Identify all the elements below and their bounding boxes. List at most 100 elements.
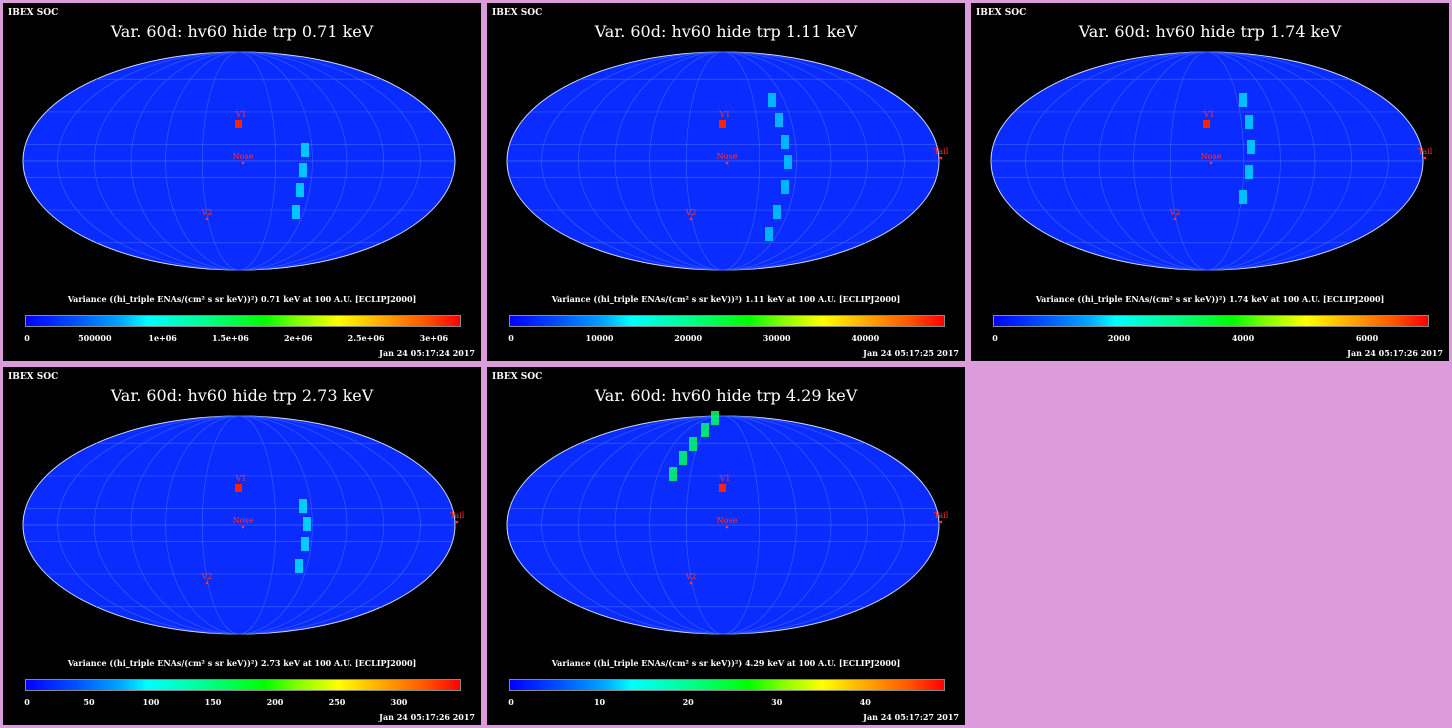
panel-header: IBEX SOC: [492, 372, 543, 382]
marker-label: V1: [719, 110, 731, 119]
colorbar-label: Variance ((hi_triple ENAs/(cm² s sr keV)…: [1035, 294, 1385, 304]
marker-label: V1: [235, 474, 247, 483]
colorbar: [509, 315, 945, 327]
panel-title: Var. 60d: hv60 hide trp 2.73 keV: [110, 386, 374, 405]
hotspot-pixel: [775, 113, 783, 127]
marker-dot: [1209, 161, 1213, 165]
marker-dot: [205, 217, 209, 221]
marker-dot: [725, 525, 729, 529]
skymap: V1 Nose V2 Tail: [990, 51, 1433, 271]
hotspot-pixel: [235, 120, 242, 128]
hotspot-pixel: [781, 135, 789, 149]
colorbar: [993, 315, 1429, 327]
panel-header: IBEX SOC: [8, 8, 59, 18]
marker-label: V2: [685, 208, 697, 217]
colorbar-tick-label: 1e+06: [148, 333, 177, 343]
colorbar-tick-label: 6000: [1355, 333, 1379, 343]
panel-title: Var. 60d: hv60 hide trp 0.71 keV: [110, 22, 374, 41]
colorbar-tick-label: 300: [390, 697, 408, 707]
colorbar: [25, 315, 461, 327]
panel-title: Var. 60d: hv60 hide trp 1.74 keV: [1078, 22, 1342, 41]
colorbar-label: Variance ((hi_triple ENAs/(cm² s sr keV)…: [67, 658, 417, 668]
marker-dot: [939, 156, 943, 160]
hotspot-pixel: [719, 120, 726, 128]
colorbar-tick-label: 0: [24, 697, 30, 707]
timestamp: Jan 24 05:17:27 2017: [863, 712, 959, 722]
panel-title: Var. 60d: hv60 hide trp 1.11 keV: [594, 22, 858, 41]
hotspot-pixel: [701, 423, 709, 437]
colorbar-tick-label: 250: [328, 697, 346, 707]
colorbar-tick-label: 20000: [674, 333, 703, 343]
marker-dot: [1423, 156, 1427, 160]
skymap: V1 Nose V2 Tail: [22, 415, 465, 635]
hotspot-pixel: [1203, 120, 1210, 128]
hotspot-pixel: [295, 559, 303, 573]
skymap: V1 Nose V2 Tail: [506, 51, 949, 271]
colorbar-tick-label: 3e+06: [419, 333, 449, 343]
timestamp: Jan 24 05:17:25 2017: [863, 348, 959, 358]
colorbar-tick-label: 0: [508, 697, 514, 707]
panel-header: IBEX SOC: [976, 8, 1027, 18]
hotspot-pixel: [292, 205, 300, 219]
timestamp: Jan 24 05:17:26 2017: [379, 712, 475, 722]
hotspot-pixel: [669, 467, 677, 481]
colorbar-tick-label: 30000: [762, 333, 791, 343]
marker-dot: [689, 217, 693, 221]
marker-label: Nose: [233, 516, 254, 525]
hotspot-pixel: [301, 143, 309, 157]
marker-dot: [241, 525, 245, 529]
colorbar-tick-label: 30: [771, 697, 783, 707]
hotspot-pixel: [1239, 190, 1247, 204]
marker-label: Nose: [233, 152, 254, 161]
colorbar-tick-label: 2000: [1107, 333, 1131, 343]
hotspot-pixel: [301, 537, 309, 551]
marker-label: Nose: [717, 516, 738, 525]
hotspot-pixel: [773, 205, 781, 219]
marker-dot: [205, 581, 209, 585]
colorbar-tick-label: 50: [83, 697, 95, 707]
marker-label: V1: [235, 110, 247, 119]
hotspot-pixel: [768, 93, 776, 107]
colorbar-tick-label: 2e+06: [284, 333, 313, 343]
hotspot-pixel: [689, 437, 697, 451]
colorbar-tick-label: 4000: [1231, 333, 1255, 343]
timestamp: Jan 24 05:17:26 2017: [1347, 348, 1443, 358]
skymap-panel: IBEX SOC Var. 60d: hv60 hide trp 4.29 ke…: [487, 367, 965, 725]
colorbar-tick-label: 2.5e+06: [347, 333, 385, 343]
hotspot-pixel: [299, 499, 307, 513]
colorbar-tick-label: 20: [682, 697, 694, 707]
colorbar-tick-label: 200: [266, 697, 284, 707]
colorbar: [25, 679, 461, 691]
colorbar-tick-label: 500000: [78, 333, 112, 343]
colorbar: [509, 679, 945, 691]
skymap-panel: IBEX SOC Var. 60d: hv60 hide trp 2.73 ke…: [3, 367, 481, 725]
panel-header: IBEX SOC: [492, 8, 543, 18]
marker-label: Tail: [934, 147, 949, 156]
marker-label: V2: [685, 572, 697, 581]
marker-dot: [725, 161, 729, 165]
hotspot-pixel: [1245, 115, 1253, 129]
colorbar-tick-label: 10000: [585, 333, 614, 343]
colorbar-tick-label: 40000: [851, 333, 880, 343]
hotspot-pixel: [719, 484, 726, 492]
hotspot-pixel: [299, 163, 307, 177]
marker-label: Tail: [1418, 147, 1433, 156]
hotspot-pixel: [235, 484, 242, 492]
colorbar-label: Variance ((hi_triple ENAs/(cm² s sr keV)…: [551, 294, 901, 304]
marker-label: Tail: [450, 511, 465, 520]
colorbar-tick-label: 1.5e+06: [212, 333, 249, 343]
skymap-panel: IBEX SOC Var. 60d: hv60 hide trp 1.74 ke…: [971, 3, 1449, 361]
marker-label: V1: [719, 474, 731, 483]
marker-label: Tail: [934, 511, 949, 520]
hotspot-pixel: [1245, 165, 1253, 179]
panel-header: IBEX SOC: [8, 372, 59, 382]
marker-dot: [241, 161, 245, 165]
marker-label: Nose: [717, 152, 738, 161]
colorbar-label: Variance ((hi_triple ENAs/(cm² s sr keV)…: [551, 658, 901, 668]
hotspot-pixel: [679, 451, 687, 465]
marker-label: V2: [201, 208, 213, 217]
hotspot-pixel: [711, 411, 719, 425]
marker-dot: [455, 520, 459, 524]
marker-dot: [689, 581, 693, 585]
marker-label: V2: [201, 572, 213, 581]
